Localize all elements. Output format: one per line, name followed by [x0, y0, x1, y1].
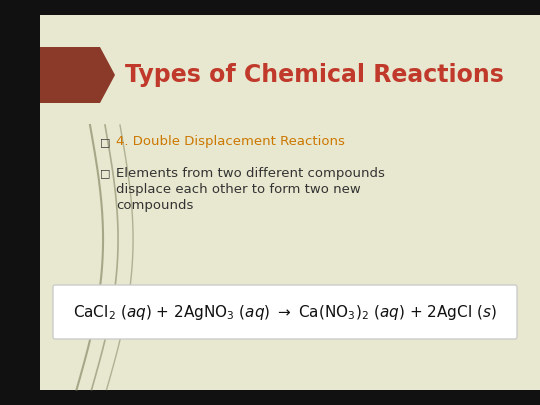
Text: displace each other to form two new: displace each other to form two new	[116, 183, 361, 196]
FancyBboxPatch shape	[53, 285, 517, 339]
Text: Types of Chemical Reactions: Types of Chemical Reactions	[125, 63, 504, 87]
Text: $\mathrm{CaCl_2}$ $(aq)$ $+$ $\mathrm{2AgNO_3}$ $(aq)$ $\rightarrow$ $\mathrm{Ca: $\mathrm{CaCl_2}$ $(aq)$ $+$ $\mathrm{2A…	[73, 303, 497, 322]
Text: □: □	[100, 168, 111, 178]
Bar	[0, 390, 540, 405]
Polygon shape	[40, 47, 115, 103]
Text: Elements from two different compounds: Elements from two different compounds	[116, 166, 385, 179]
Text: 4. Double Displacement Reactions: 4. Double Displacement Reactions	[116, 136, 345, 149]
Bar	[0, 0, 40, 405]
Text: □: □	[100, 137, 111, 147]
Text: compounds: compounds	[116, 198, 193, 211]
Bar	[0, 0, 540, 15]
